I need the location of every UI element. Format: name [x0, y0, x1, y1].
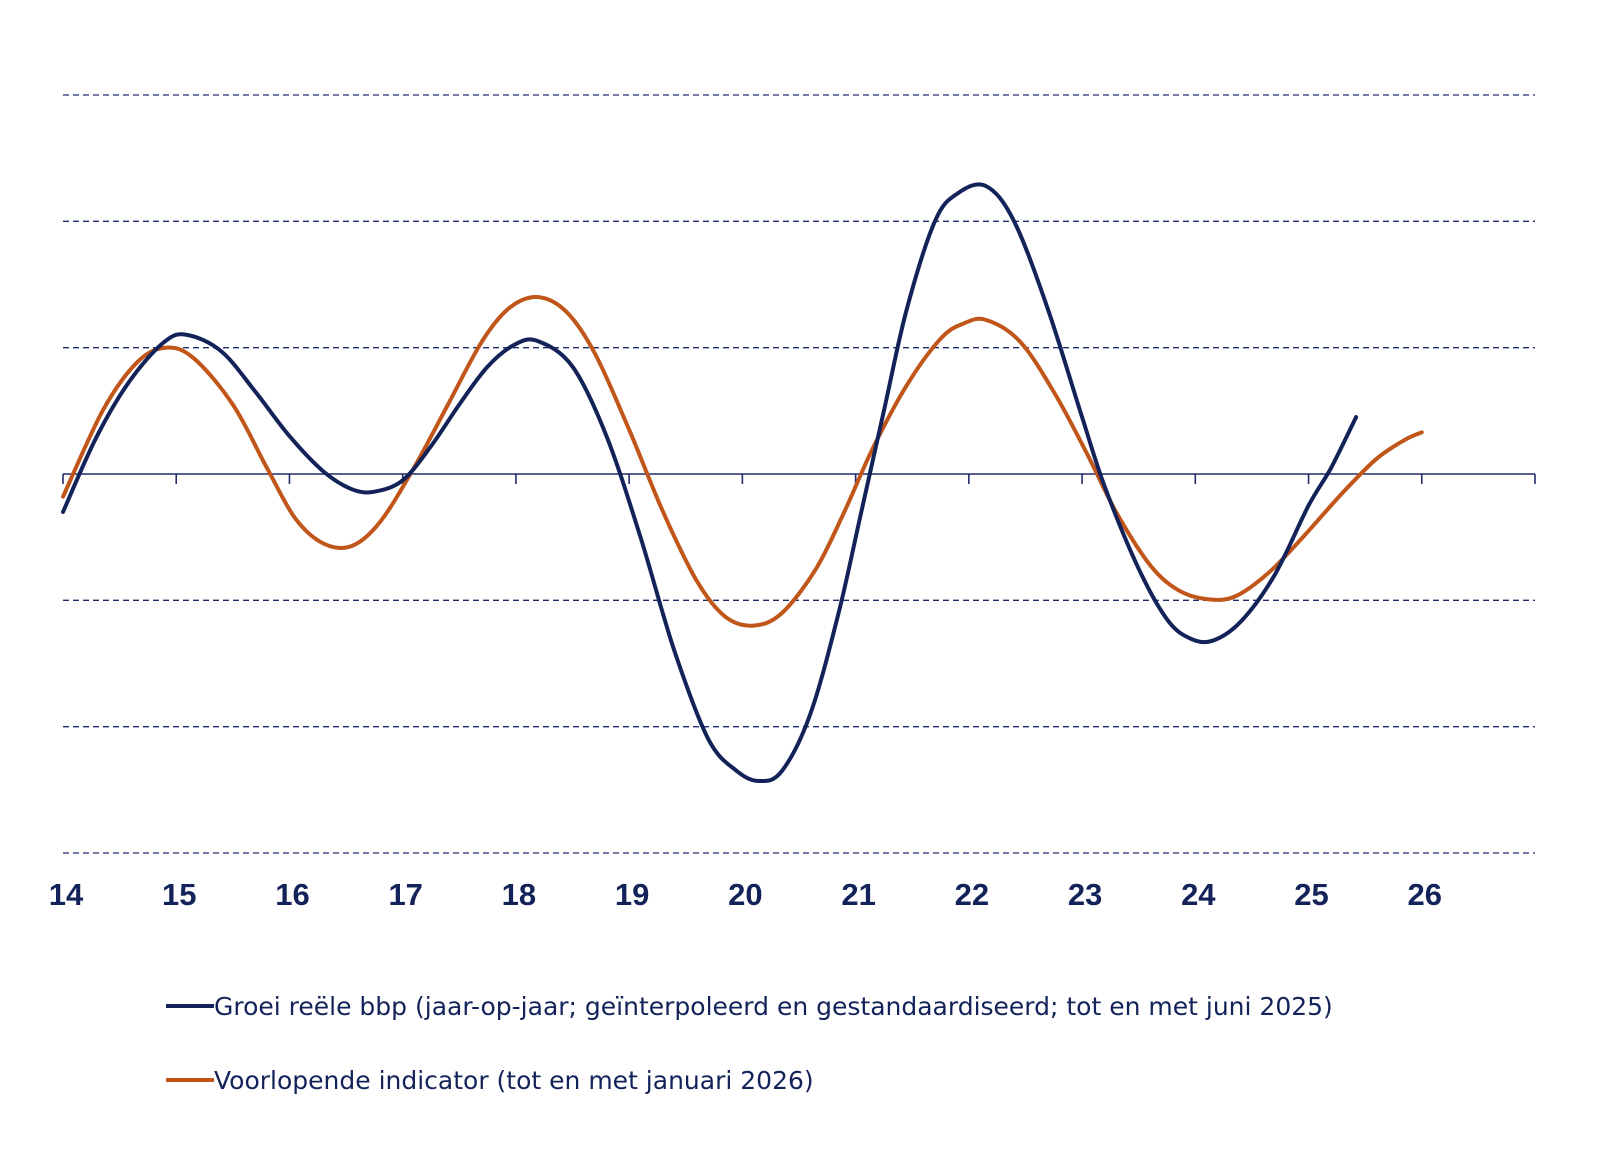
x-tick-label: 14	[49, 877, 84, 912]
legend-label-series-2: Voorlopende indicator (tot en met januar…	[214, 1065, 814, 1095]
legend-item-series-2: Voorlopende indicator (tot en met januar…	[166, 1064, 1333, 1096]
series-line-2	[61, 295, 1424, 628]
legend-label-series-1: Groei reële bbp (jaar-op-jaar; geïnterpo…	[214, 991, 1333, 1021]
x-tick-label: 24	[1181, 877, 1216, 912]
series-lines	[61, 182, 1424, 784]
legend-swatch-series-1	[166, 1004, 214, 1008]
legend: Groei reële bbp (jaar-op-jaar; geïnterpo…	[166, 990, 1333, 1138]
x-tick-label: 26	[1408, 877, 1442, 912]
x-tick-label: 23	[1068, 877, 1102, 912]
series-line-1	[61, 182, 1359, 784]
x-tick-label: 19	[615, 877, 649, 912]
gridlines	[63, 94, 1535, 854]
x-tick-label: 17	[388, 877, 422, 912]
legend-swatch-series-2	[166, 1078, 214, 1082]
x-tick-label: 22	[955, 877, 989, 912]
legend-item-series-1: Groei reële bbp (jaar-op-jaar; geïnterpo…	[166, 990, 1333, 1022]
x-tick-label: 16	[275, 877, 309, 912]
x-axis	[62, 473, 1536, 484]
x-tick-labels: 14 15 16 17 18 19 20 21 22 23 24 25 26	[49, 877, 1442, 912]
x-tick-label: 15	[162, 877, 196, 912]
x-tick-label: 18	[502, 877, 536, 912]
line-chart: 14 15 16 17 18 19 20 21 22 23 24 25 26	[49, 94, 1536, 912]
x-tick-label: 25	[1294, 877, 1328, 912]
x-tick-label: 20	[728, 877, 762, 912]
x-tick-label: 21	[841, 877, 875, 912]
